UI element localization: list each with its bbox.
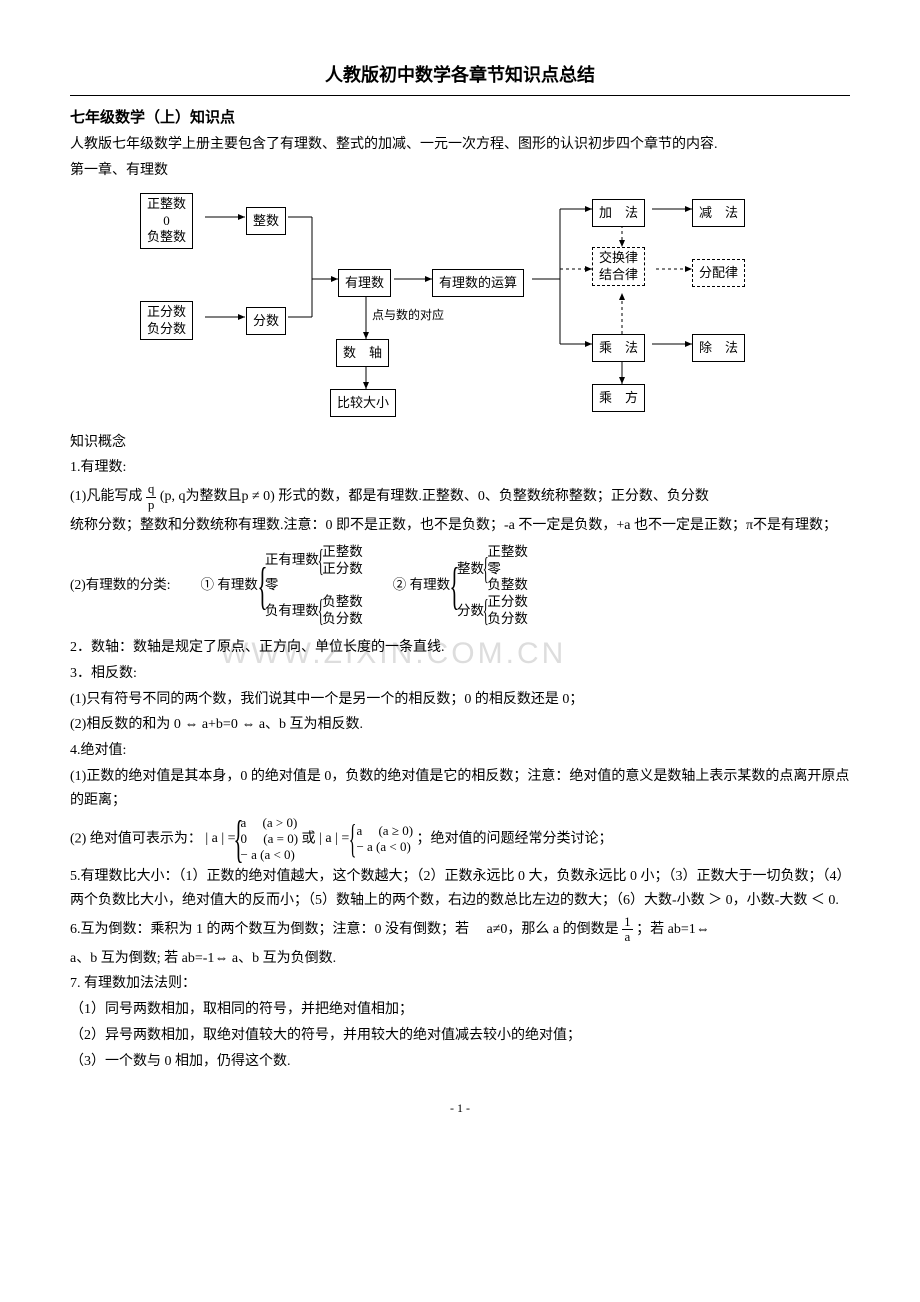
rational-number-diagram: 正整数 0 负整数 整数 正分数 负分数 分数 有理数 有理数的运算 点与数的对… — [140, 189, 780, 419]
point6: 6.互为倒数：乘积为 1 的两个数互为倒数；注意：0 没有倒数；若 a≠0，那么… — [70, 915, 850, 945]
intro-text: 人教版七年级数学上册主要包含了有理数、整式的加减、一元一次方程、图形的认识初步四… — [70, 133, 850, 157]
frac-num: 1 — [622, 915, 633, 930]
box-subtraction: 减 法 — [692, 199, 745, 227]
point6c: a、b 互为倒数; 若 ab=-1⇔ a、b 互为负倒数. — [70, 947, 850, 971]
cls1-a2: 正分数 — [322, 561, 363, 578]
cls2-b1: 正分数 — [487, 594, 528, 611]
point3-head: 3．相反数: — [70, 662, 850, 686]
p1-1a: (1)凡能写成 — [70, 489, 146, 504]
cls2-a2: 零 — [487, 561, 528, 578]
box-distributive: 分配律 — [692, 259, 745, 287]
point7-3: （3）一个数与 0 相加，仍得这个数. — [70, 1050, 850, 1074]
abs-or: 或 — [302, 831, 320, 846]
point3-2: (2)相反数的和为 0 ⇔ a+b=0 ⇔ a、b 互为相反数. — [70, 713, 850, 737]
cls1-c: 负有理数 { 负整数 负分数 — [265, 594, 363, 628]
knowledge-heading: 知识概念 — [70, 431, 850, 455]
brace-icon: { — [349, 823, 357, 855]
point4-1: (1)正数的绝对值是其本身，0 的绝对值是 0，负数的绝对值是它的相反数；注意：… — [70, 765, 850, 813]
point7-1: （1）同号两数相加，取相同的符号，并把绝对值相加； — [70, 998, 850, 1022]
abs2-r2: − a (a < 0) — [356, 839, 413, 855]
diagram-connectors — [140, 189, 780, 419]
frac-den: p — [146, 498, 157, 512]
box-fractions-list: 正分数 负分数 — [140, 301, 193, 341]
box-integer: 整数 — [246, 207, 286, 235]
fraction-1a: 1 a — [622, 915, 633, 945]
subtitle: 七年级数学（上）知识点 — [70, 106, 850, 132]
point7-2: （2）异号两数相加，取绝对值较大的符号，并用较大的绝对值减去较小的绝对值； — [70, 1024, 850, 1048]
box-multiplication: 乘 法 — [592, 334, 645, 362]
box-number-line: 数 轴 — [336, 339, 389, 367]
brace-icon: { — [233, 819, 243, 861]
cls1-c2: 负分数 — [322, 611, 363, 628]
abs-def-1: | a | = { a (a > 0) 0 (a = 0) − a (a < 0… — [205, 815, 298, 864]
box-division: 除 法 — [692, 334, 745, 362]
point4-head: 4.绝对值: — [70, 739, 850, 763]
frac-num: q — [146, 482, 157, 497]
brace-icon: { — [317, 548, 323, 574]
abs2-left: | a | = — [319, 827, 349, 851]
page-title: 人教版初中数学各章节知识点总结 — [70, 60, 850, 96]
classification-row: (2)有理数的分类: ① 有理数 { 正有理数 { 正整数 正分数 零 负有理数… — [70, 544, 850, 628]
classification-2: ② 有理数 { 整数 { 正整数 零 负整数 分数 { 正分数 负分数 — [393, 544, 528, 628]
abs-def-2: | a | = { a (a ≥ 0) − a (a < 0) — [319, 823, 413, 856]
brace-icon: { — [483, 556, 489, 582]
cls1-a1: 正整数 — [322, 544, 363, 561]
abs1-r2: 0 (a = 0) — [241, 831, 299, 847]
p6a: 6.互为倒数：乘积为 1 的两个数互为倒数；注意：0 没有倒数；若 a≠0，那么… — [70, 922, 622, 937]
cls2-a-label: 整数 — [457, 561, 484, 578]
cls1-c1: 负整数 — [322, 594, 363, 611]
abs1-r1: a (a > 0) — [241, 815, 299, 831]
cls1-a: 正有理数 { 正整数 正分数 — [265, 544, 363, 578]
cls2-b-label: 分数 — [457, 603, 484, 620]
cls1-b: 零 — [265, 577, 363, 594]
box-integers-list: 正整数 0 负整数 — [140, 193, 193, 250]
brace-icon: { — [450, 566, 460, 608]
point2: 2．数轴：数轴是规定了原点、正方向、单位长度的一条直线. — [70, 636, 850, 660]
p4-2-tail: ；绝对值的问题经常分类讨论； — [417, 831, 613, 846]
point3-1: (1)只有符号不同的两个数，我们说其中一个是另一个的相反数；0 的相反数还是 0… — [70, 688, 850, 712]
classification-1: ① 有理数 { 正有理数 { 正整数 正分数 零 负有理数 { 负整数 负分数 — [201, 544, 363, 628]
cls1-label: ① 有理数 — [201, 574, 258, 597]
page-number: - 1 - — [70, 1098, 850, 1118]
point4-2: (2) 绝对值可表示为： | a | = { a (a > 0) 0 (a = … — [70, 815, 850, 864]
cls2-label: ② 有理数 — [393, 574, 450, 597]
box-compare: 比较大小 — [330, 389, 396, 417]
fraction-qp: q p — [146, 482, 157, 512]
abs2-r1: a (a ≥ 0) — [356, 823, 413, 839]
cls2-a1: 正整数 — [487, 544, 528, 561]
brace-icon: { — [317, 598, 323, 624]
point5: 5.有理数比大小：（1）正数的绝对值越大，这个数越大；（2）正数永远比 0 大，… — [70, 865, 850, 913]
cls2-a: 整数 { 正整数 零 负整数 — [457, 544, 528, 595]
p1-1b: (p, q为整数且p ≠ 0) 形式的数，都是有理数.正整数、0、负整数统称整数… — [160, 489, 709, 504]
box-operations: 有理数的运算 — [432, 269, 524, 297]
p4-2-lead: (2) 绝对值可表示为： — [70, 831, 202, 846]
cls2-b: 分数 { 正分数 负分数 — [457, 594, 528, 628]
point1-1: (1)凡能写成 q p (p, q为整数且p ≠ 0) 形式的数，都是有理数.正… — [70, 482, 850, 512]
point1-heading: 1.有理数: — [70, 456, 850, 480]
frac-den: a — [622, 930, 633, 944]
point1-1c: 统称分数；整数和分数统称有理数.注意：0 即不是正数，也不是负数；-a 不一定是… — [70, 514, 850, 538]
cls1-a-label: 正有理数 — [265, 552, 319, 569]
point7-head: 7. 有理数加法法则： — [70, 972, 850, 996]
cls1-c-label: 负有理数 — [265, 603, 319, 620]
box-rational: 有理数 — [338, 269, 391, 297]
p1-2-lead: (2)有理数的分类: — [70, 574, 171, 597]
abs1-r3: − a (a < 0) — [241, 847, 299, 863]
box-addition: 加 法 — [592, 199, 645, 227]
box-laws: 交换律 结合律 — [592, 247, 645, 287]
abs1-left: | a | = — [205, 827, 235, 851]
cls2-a3: 负整数 — [487, 577, 528, 594]
box-power: 乘 方 — [592, 384, 645, 412]
cls2-b2: 负分数 — [487, 611, 528, 628]
label-point-number: 点与数的对应 — [372, 305, 444, 325]
brace-icon: { — [257, 566, 267, 608]
box-fraction: 分数 — [246, 307, 286, 335]
chapter1-heading: 第一章、有理数 — [70, 159, 850, 183]
brace-icon: { — [483, 598, 489, 624]
p6b: ；若 ab=1⇔ — [636, 922, 710, 937]
